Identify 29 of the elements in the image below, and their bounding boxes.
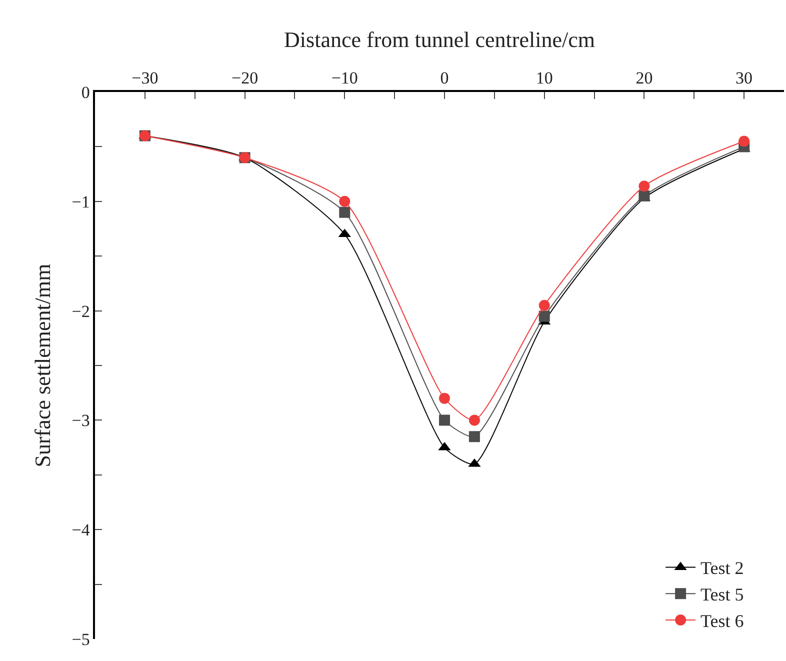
y-tick-label: −5 — [72, 630, 90, 649]
x-tick-label: 0 — [440, 68, 449, 88]
x-tick-label: 10 — [536, 68, 553, 88]
point — [468, 431, 480, 442]
legend-label: Test 2 — [700, 558, 744, 578]
point — [738, 136, 750, 147]
point — [638, 190, 650, 202]
x-tick-label: 20 — [636, 68, 653, 88]
point — [468, 414, 480, 426]
legend-label: Test 5 — [700, 584, 744, 605]
y-axis-title: Surface settlement/mm — [30, 264, 56, 468]
y-tick-label: −3 — [72, 411, 90, 430]
x-tick-label: 30 — [736, 68, 753, 88]
y-tick-label: −2 — [72, 302, 90, 321]
y-tick-label: −4 — [72, 520, 90, 540]
point — [538, 310, 550, 322]
x-axis-title: Distance from tunnel centreline/cm — [284, 26, 595, 52]
point — [339, 196, 350, 207]
y-tick-label: 0 — [81, 82, 90, 102]
point — [538, 300, 550, 311]
y-tick-label: −1 — [72, 192, 90, 212]
x-tick-label: −20 — [231, 68, 258, 88]
point — [438, 392, 450, 404]
x-tick-label: −30 — [132, 68, 158, 88]
point — [638, 180, 650, 192]
point — [339, 206, 350, 218]
x-tick-label: −10 — [331, 68, 358, 88]
point — [438, 414, 450, 426]
legend-label: Test 6 — [700, 611, 744, 632]
